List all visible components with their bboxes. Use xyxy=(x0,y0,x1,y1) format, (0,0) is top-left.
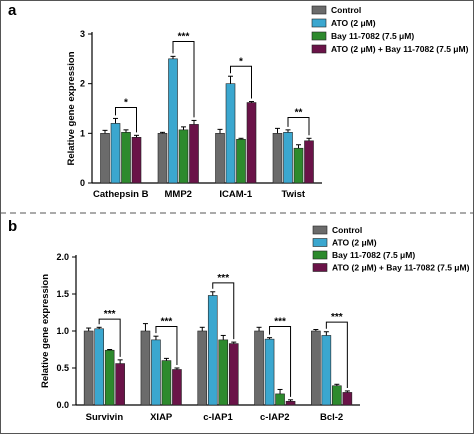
y-tick-label: 3 xyxy=(80,29,85,39)
significance-bracket xyxy=(269,326,292,397)
bar-bay xyxy=(275,393,285,406)
legend-swatch-combo xyxy=(312,263,328,272)
x-category-label: MMP2 xyxy=(165,189,192,200)
legend-swatch-bay xyxy=(312,250,328,260)
y-axis-label: Relative gene expression xyxy=(66,51,77,165)
y-tick-label: 2 xyxy=(80,79,85,89)
bar-bay xyxy=(104,349,115,406)
significance-bracket xyxy=(287,116,310,136)
x-category-label: Cathepsin B xyxy=(93,189,149,200)
panel-label: a xyxy=(8,2,17,19)
legend-swatch-control xyxy=(312,225,328,235)
significance-label: *** xyxy=(104,309,116,320)
x-category-label: Survivin xyxy=(86,412,124,423)
bar-bay xyxy=(293,147,304,184)
bar-combo xyxy=(189,124,199,184)
bar-control xyxy=(215,133,225,184)
bar-control xyxy=(311,330,321,406)
legend-swatch-combo xyxy=(311,44,327,54)
bar-ato xyxy=(168,58,178,184)
y-axis-label: Relative gene expression xyxy=(40,274,51,388)
bar-combo xyxy=(304,140,314,184)
significance-bracket xyxy=(212,282,235,340)
bar-control xyxy=(100,133,110,184)
x-category-label: ICAM-1 xyxy=(219,189,252,200)
x-category-label: c-IAP1 xyxy=(203,412,233,423)
bar-ato xyxy=(94,328,104,406)
bar-ato xyxy=(225,83,236,184)
significance-label: * xyxy=(124,98,128,109)
legend-label: Bay 11-7082 (7.5 μM) xyxy=(332,250,415,260)
x-category-label: Twist xyxy=(281,189,305,200)
chart-panel-a: a Relative gene expression 0 1 2 3 Cathepsin B… xyxy=(8,2,469,200)
significance-bracket xyxy=(98,318,121,357)
significance-label: *** xyxy=(161,317,173,328)
bar-combo xyxy=(131,137,142,184)
x-category-label: Bcl-2 xyxy=(320,412,343,423)
significance-bracket xyxy=(155,326,178,365)
legend-label: Control xyxy=(331,5,361,15)
significance-bracket xyxy=(172,40,195,118)
y-tick-label: 1.5 xyxy=(56,289,69,299)
chart-panel-b: b Relative gene expression 0.0 0.5 1.0 1.5 2.0… xyxy=(8,218,470,423)
bar-ato xyxy=(283,132,293,184)
significance-label: ** xyxy=(295,107,303,118)
legend-swatch-ato xyxy=(312,238,328,247)
bar-bay xyxy=(178,129,189,184)
legend-label: ATO (2 μM) xyxy=(332,238,377,248)
bar-bay xyxy=(236,138,246,184)
bar-ato xyxy=(207,295,218,406)
bar-combo xyxy=(228,343,239,406)
legend-label: ATO (2 μM) + Bay 11-7082 (7.5 μM) xyxy=(331,44,469,54)
panel-label: b xyxy=(8,218,17,235)
bar-control xyxy=(272,133,283,184)
bar-control xyxy=(254,330,264,406)
bar-control xyxy=(83,330,94,406)
bar-ato xyxy=(321,335,332,406)
significance-label: * xyxy=(239,56,243,67)
significance-bracket xyxy=(115,107,137,133)
legend-swatch-bay xyxy=(311,31,327,41)
y-tick-label: 1.0 xyxy=(56,326,69,336)
legend-label: Control xyxy=(332,225,362,235)
y-tick-label: 2.0 xyxy=(56,252,69,262)
legend-label: Bay 11-7082 (7.5 μM) xyxy=(331,31,414,41)
bar-ato xyxy=(110,123,121,184)
bar-combo xyxy=(172,369,182,406)
bar-ato xyxy=(264,338,275,406)
y-tick-label: 0 xyxy=(80,178,85,188)
bar-control xyxy=(197,330,208,406)
significance-label: *** xyxy=(274,317,286,328)
significance-label: *** xyxy=(178,31,190,42)
significance-bracket xyxy=(325,321,348,388)
bar-bay xyxy=(332,385,342,406)
y-tick-label: 0.5 xyxy=(56,363,69,373)
bar-combo xyxy=(246,102,257,184)
bar-combo xyxy=(285,400,296,406)
legend-label: ATO (2 μM) xyxy=(331,18,376,28)
x-category-label: XIAP xyxy=(150,412,173,423)
bar-combo xyxy=(115,363,125,406)
bar-control xyxy=(157,133,168,184)
x-category-label: c-IAP2 xyxy=(260,412,290,423)
significance-label: *** xyxy=(217,273,229,284)
significance-bracket xyxy=(230,65,252,99)
y-tick-label: 0.0 xyxy=(56,400,69,410)
bar-control xyxy=(140,330,151,406)
legend-label: ATO (2 μM) + Bay 11-7082 (7.5 μM) xyxy=(332,263,470,273)
bar-bay xyxy=(218,339,229,406)
legend-swatch-ato xyxy=(311,18,327,28)
bar-bay xyxy=(161,360,172,406)
bar-ato xyxy=(151,339,161,406)
bar-combo xyxy=(342,392,353,406)
y-tick-label: 1 xyxy=(80,128,85,138)
bar-bay xyxy=(121,132,131,184)
significance-label: *** xyxy=(331,312,343,323)
legend-swatch-control xyxy=(311,5,327,15)
